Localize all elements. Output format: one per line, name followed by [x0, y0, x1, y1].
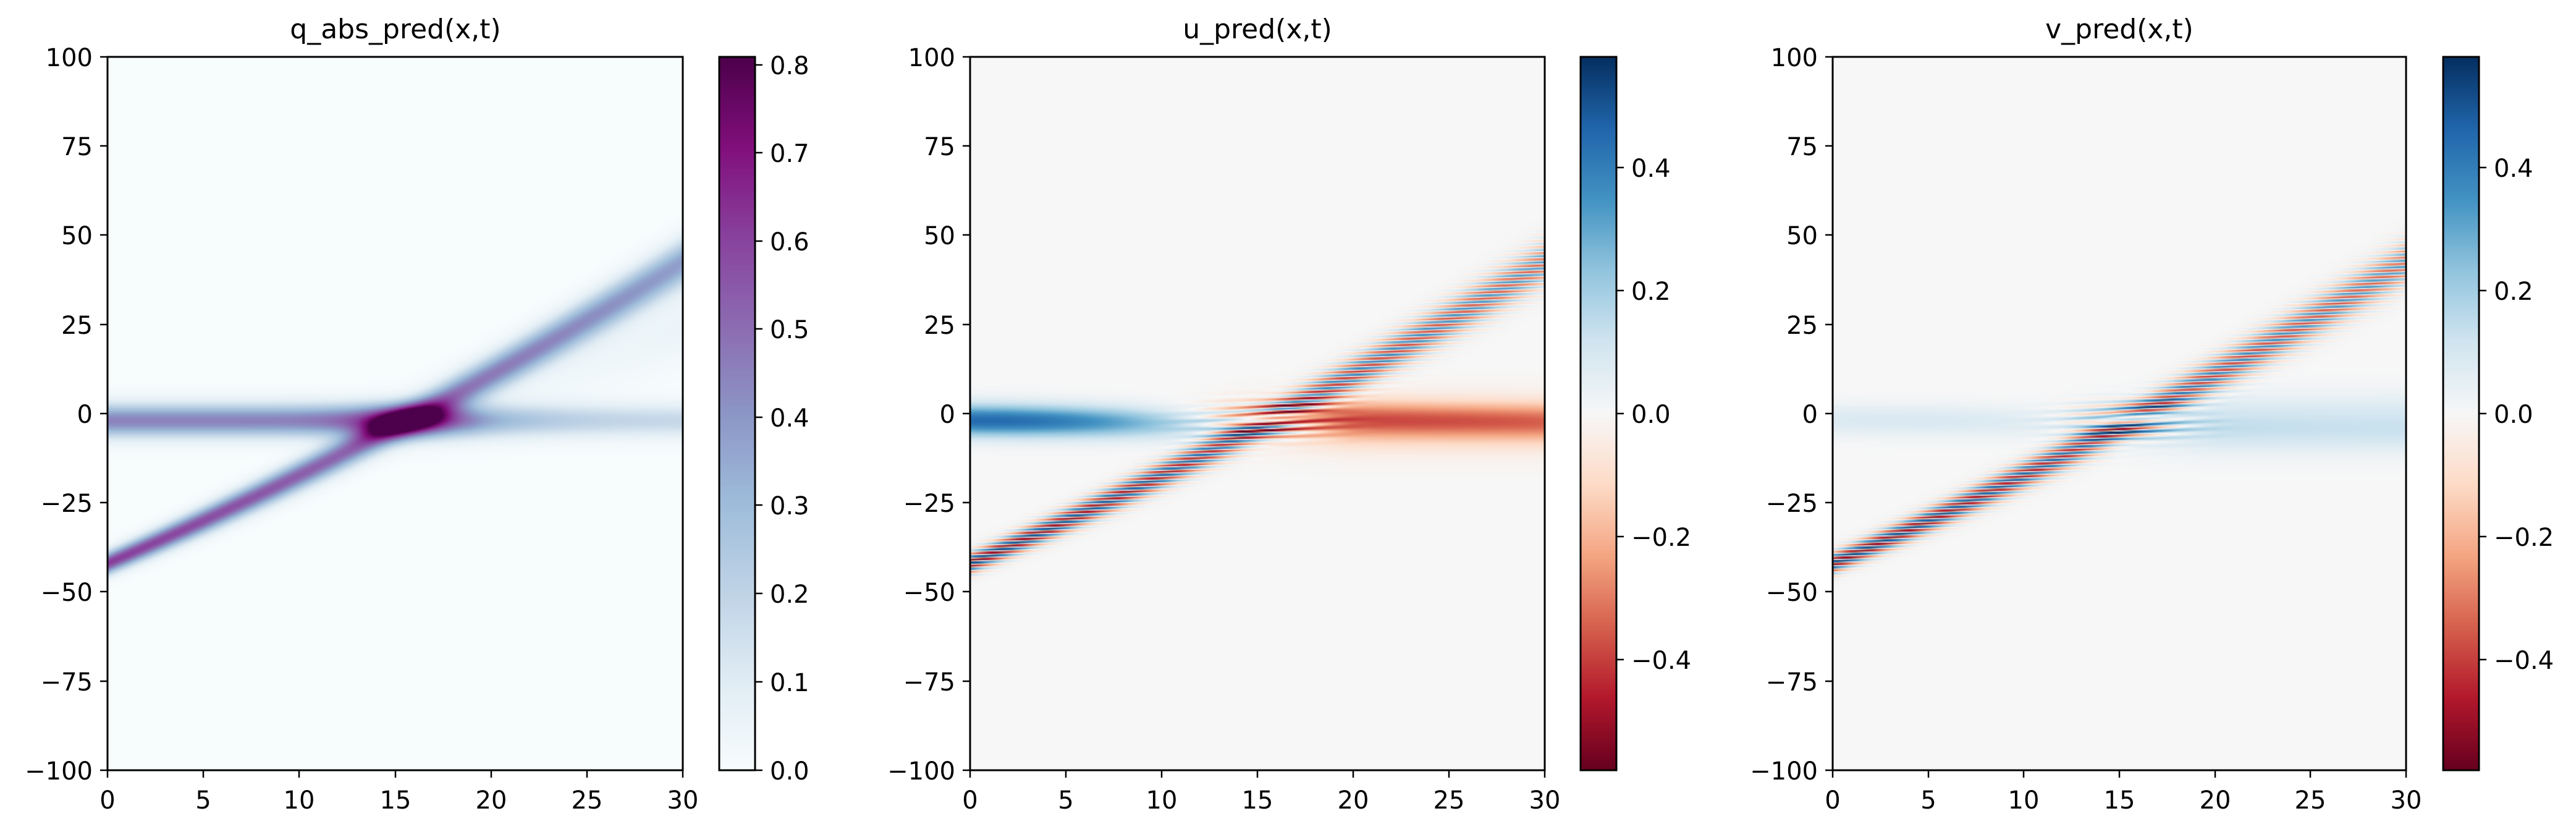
heatmap-canvas-container: [108, 57, 683, 770]
colorbar-frame: [718, 56, 756, 771]
x-tick-label: 15: [1242, 786, 1273, 815]
heatmap-v: [1833, 57, 2406, 770]
colorbar-tick-label: −0.2: [2494, 524, 2554, 552]
colorbar-tick-label: 0.2: [2494, 278, 2533, 306]
y-tick-label: 50: [61, 222, 93, 250]
y-tick-label: 75: [61, 133, 93, 161]
y-tick-label: −25: [903, 490, 955, 518]
y-tick-label: 75: [924, 133, 955, 161]
y-tick-label: 75: [1786, 133, 1818, 161]
x-axis: 0 5 10 15 20 25 30: [1825, 770, 2422, 815]
colorbar-tick-label: 0.4: [770, 404, 809, 433]
y-tick-label: 0: [1802, 401, 1818, 429]
y-tick-label: 50: [924, 222, 955, 250]
x-tick-label: 25: [1434, 786, 1465, 815]
colorbar-gradient: [1581, 57, 1616, 770]
x-tick-label: 10: [284, 786, 315, 815]
colorbar-tick-label: 0.6: [770, 228, 809, 257]
x-tick-label: 5: [1920, 786, 1936, 815]
x-axis: 0 5 10 15 20 25 30: [962, 770, 1560, 815]
y-tick-label: −100: [887, 757, 955, 786]
colorbar-tick-label: 0.4: [1631, 155, 1671, 183]
y-tick-label: −50: [903, 579, 955, 607]
x-tick-label: 15: [2104, 786, 2135, 815]
colorbar-tick-label: −0.4: [2494, 647, 2554, 675]
panel-v: v_pred(x,t) 100 75 50 25 0 −25 −50 −75 −…: [1750, 14, 2554, 815]
heatmap-q-abs: [108, 57, 683, 770]
x-tick-label: 20: [2200, 786, 2231, 815]
x-tick-label: 25: [572, 786, 603, 815]
y-tick-label: 0: [940, 401, 955, 429]
colorbar-tick-label: 0.2: [770, 580, 809, 609]
y-tick-label: −75: [41, 668, 93, 697]
y-tick-label: 100: [1771, 44, 1818, 72]
x-axis: 0 5 10 15 20 25 30: [99, 770, 698, 815]
y-tick-label: 50: [1786, 222, 1818, 250]
x-tick-label: 30: [2391, 786, 2422, 815]
heatmap-u: [970, 57, 1545, 770]
y-tick-label: −50: [41, 579, 93, 607]
x-tick-label: 0: [962, 786, 978, 815]
colorbar-canvas-container: [1581, 57, 1616, 770]
heatmap-canvas-container: [1833, 57, 2406, 770]
y-tick-label: −75: [903, 668, 955, 697]
panel-title: q_abs_pred(x,t): [290, 14, 500, 45]
x-tick-label: 20: [1338, 786, 1369, 815]
panel-title: u_pred(x,t): [1183, 14, 1332, 45]
colorbar-tick-label: 0.2: [1631, 278, 1671, 306]
heatmap-canvas-container: [970, 57, 1545, 770]
colorbar: 0.8 0.7 0.6 0.5 0.4 0.3 0.2 0.1 0.0: [718, 52, 809, 786]
colorbar: 0.4 0.2 0.0 −0.2 −0.4: [2442, 56, 2554, 771]
x-tick-label: 20: [476, 786, 507, 815]
colorbar-tick-label: 0.0: [1631, 401, 1671, 429]
x-tick-label: 30: [1529, 786, 1561, 815]
y-tick-label: −25: [41, 490, 93, 518]
y-tick-label: −100: [1750, 757, 1818, 786]
y-tick-label: 25: [61, 312, 93, 340]
colorbar-canvas-container: [2443, 57, 2479, 770]
y-axis: 100 75 50 25 0 −25 −50 −75 −100: [1750, 44, 1833, 786]
panel-u: u_pred(x,t) 100 75 50 25 0 −25 −50 −75 −…: [887, 14, 1691, 815]
x-tick-label: 10: [2008, 786, 2040, 815]
x-tick-label: 15: [380, 786, 412, 815]
x-tick-label: 10: [1146, 786, 1178, 815]
colorbar-tick-label: 0.3: [770, 492, 809, 520]
colorbar-canvas-container: [719, 57, 755, 770]
colorbar-tick-label: 0.0: [770, 757, 809, 786]
y-tick-label: −75: [1766, 668, 1818, 697]
x-tick-label: 5: [1058, 786, 1073, 815]
x-tick-label: 0: [99, 786, 115, 815]
colorbar-tick-label: 0.0: [2494, 401, 2533, 429]
colorbar-tick-label: 0.1: [770, 669, 809, 697]
y-tick-label: 0: [77, 401, 93, 429]
y-tick-label: −50: [1766, 579, 1818, 607]
y-tick-label: 25: [924, 312, 955, 340]
colorbar: 0.4 0.2 0.0 −0.2 −0.4: [1579, 56, 1691, 771]
x-tick-label: 30: [667, 786, 699, 815]
colorbar-gradient: [719, 57, 755, 770]
x-tick-label: 25: [2295, 786, 2326, 815]
colorbar-gradient: [2443, 57, 2479, 770]
colorbar-tick-label: 0.5: [770, 316, 809, 344]
x-tick-label: 5: [195, 786, 211, 815]
y-tick-label: 100: [46, 44, 93, 72]
colorbar-tick-label: −0.2: [1631, 524, 1691, 552]
panel-q-abs: q_abs_pred(x,t) 100 75 50 25 0 −25 −50 −…: [25, 14, 809, 815]
y-tick-label: 25: [1786, 312, 1818, 340]
colorbar-tick-label: 0.7: [770, 140, 809, 168]
y-tick-label: 100: [908, 44, 955, 72]
x-tick-label: 0: [1825, 786, 1840, 815]
panel-title: v_pred(x,t): [2045, 14, 2194, 45]
y-tick-label: −25: [1766, 490, 1818, 518]
colorbar-tick-label: −0.4: [1631, 647, 1691, 675]
y-axis: 100 75 50 25 0 −25 −50 −75 −100: [887, 44, 970, 786]
colorbar-tick-label: 0.8: [770, 52, 809, 80]
colorbar-tick-label: 0.4: [2494, 155, 2533, 183]
y-axis: 100 75 50 25 0 −25 −50 −75 −100: [25, 44, 108, 786]
y-tick-label: −100: [25, 757, 93, 786]
